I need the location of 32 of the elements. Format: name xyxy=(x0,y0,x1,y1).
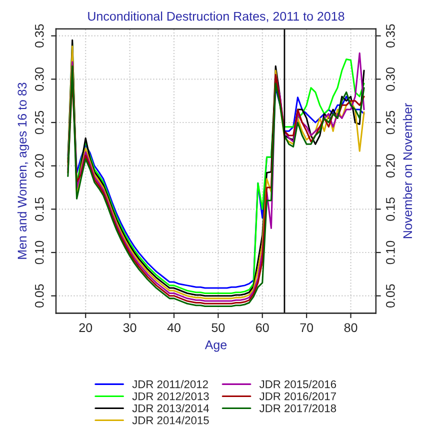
y2-tick-label: 0.05 xyxy=(386,284,395,308)
y2-tick-label: 0.30 xyxy=(386,67,395,91)
y-tick-label: 0.10 xyxy=(34,240,44,264)
legend-label: JDR 2015/2016 xyxy=(259,380,336,388)
y2-tick-label: 0.25 xyxy=(386,110,395,134)
legend-label: JDR 2014/2015 xyxy=(132,416,209,424)
y2-tick-label: 0.35 xyxy=(386,24,395,48)
y-tick-label: 0.05 xyxy=(34,284,44,308)
y2-tick-label: 0.10 xyxy=(386,240,395,264)
y2-axis-title: November on November xyxy=(402,103,412,238)
legend-label: JDR 2011/2012 xyxy=(132,380,208,388)
x-tick-label: 80 xyxy=(344,323,358,332)
x-tick-label: 30 xyxy=(123,323,136,332)
y2-tick-label: 0.15 xyxy=(386,198,395,221)
y-tick-label: 0.20 xyxy=(34,154,44,178)
legend-label: JDR 2016/2017 xyxy=(259,392,336,400)
chart-title: Unconditional Destruction Rates, 2011 to 2018 xyxy=(88,12,344,22)
legend-label: JDR 2012/2013 xyxy=(132,392,209,400)
x-axis-title: Age xyxy=(204,340,227,352)
y2-tick-label: 0.20 xyxy=(386,154,395,178)
x-tick-label: 40 xyxy=(167,323,180,332)
legend-label: JDR 2013/2014 xyxy=(132,404,209,412)
y-tick-label: 0.15 xyxy=(34,198,44,221)
y-tick-label: 0.25 xyxy=(34,110,44,134)
x-tick-label: 60 xyxy=(256,323,269,332)
y-tick-label: 0.35 xyxy=(34,24,44,48)
legend-label: JDR 2017/2018 xyxy=(259,404,336,412)
y-axis-title: Men and Women, ages 16 to 83 xyxy=(17,82,30,259)
x-tick-label: 50 xyxy=(212,323,225,332)
y-tick-label: 0.30 xyxy=(34,67,44,91)
x-tick-label: 70 xyxy=(300,323,314,332)
x-tick-label: 20 xyxy=(79,323,92,332)
